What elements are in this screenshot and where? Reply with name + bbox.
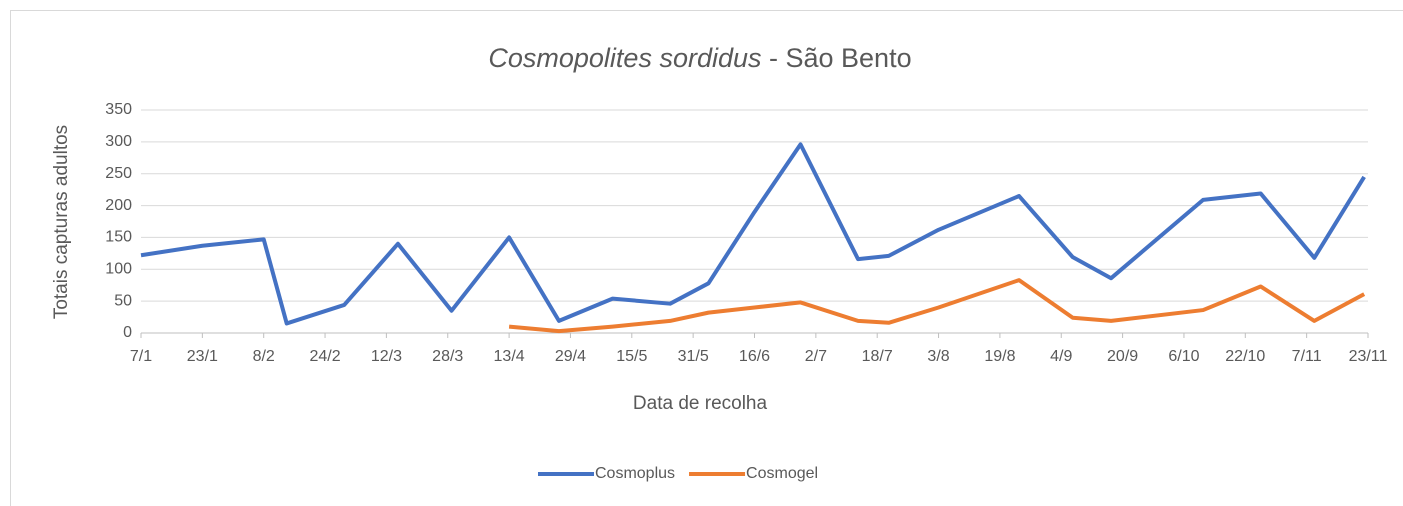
x-tick-label: 6/10 xyxy=(1168,348,1199,365)
x-tick-label: 23/11 xyxy=(1349,348,1388,365)
title-rest: - São Bento xyxy=(762,43,912,73)
line-series xyxy=(140,142,1366,326)
legend-label: Cosmogel xyxy=(746,465,818,482)
legend-label: Cosmoplus xyxy=(595,465,675,482)
y-tick-label: 200 xyxy=(105,197,132,214)
y-tick-label: 50 xyxy=(114,292,132,309)
x-tick-label: 23/1 xyxy=(187,348,218,365)
x-tick-label: 4/9 xyxy=(1050,348,1072,365)
y-tick-label: 0 xyxy=(123,324,132,341)
x-tick-label: 13/4 xyxy=(494,348,525,365)
x-tick-label: 24/2 xyxy=(309,348,340,365)
x-tick-label: 2/7 xyxy=(805,348,827,365)
chart-title: Cosmopolites sordidus - São Bento xyxy=(488,43,911,73)
y-tick-label: 100 xyxy=(105,261,132,278)
x-tick-label: 15/5 xyxy=(616,348,647,365)
x-tick-label: 18/7 xyxy=(862,348,893,365)
title-italic: Cosmopolites sordidus xyxy=(488,43,761,73)
x-tick-label: 31/5 xyxy=(678,348,709,365)
x-tick-label: 16/6 xyxy=(739,348,770,365)
x-tick-label: 22/10 xyxy=(1225,348,1265,365)
x-tick-label: 12/3 xyxy=(371,348,402,365)
x-tick-label: 19/8 xyxy=(984,348,1015,365)
line-series xyxy=(508,278,1366,334)
x-tick-label: 7/11 xyxy=(1292,348,1322,365)
y-axis-label: Totais capturas adultos xyxy=(51,125,72,319)
x-tick-label: 8/2 xyxy=(253,348,275,365)
x-tick-label: 3/8 xyxy=(927,348,949,365)
x-tick-label: 7/1 xyxy=(130,348,152,365)
x-axis-label: Data de recolha xyxy=(633,393,768,414)
y-tick-label: 350 xyxy=(105,101,132,118)
x-tick-label: 29/4 xyxy=(555,348,586,365)
y-tick-label: 250 xyxy=(105,165,132,182)
x-tick-label: 28/3 xyxy=(432,348,463,365)
x-tick-label: 20/9 xyxy=(1107,348,1138,365)
y-tick-label: 150 xyxy=(105,229,132,246)
chart-frame xyxy=(10,10,1403,506)
y-tick-label: 300 xyxy=(105,133,132,150)
